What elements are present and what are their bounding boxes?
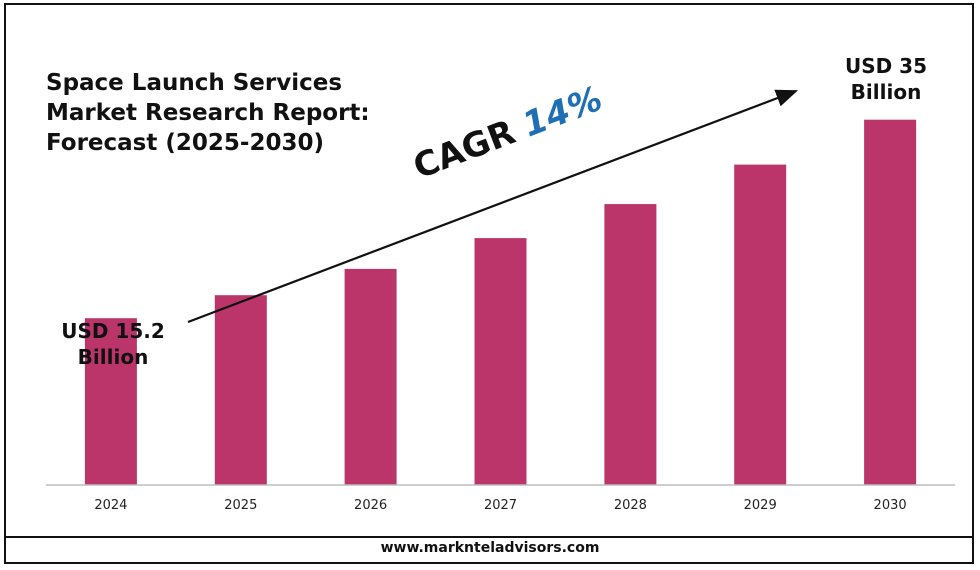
x-tick-label-2025: 2025: [224, 498, 257, 513]
title-line-2: Market Research Report:: [46, 100, 370, 126]
title-line-3: Forecast (2025-2030): [46, 130, 324, 156]
x-tick-label-2026: 2026: [354, 498, 387, 513]
end-callout-line-2: Billion: [850, 80, 922, 104]
start-callout-line-2: Billion: [77, 345, 149, 369]
x-tick-label-2030: 2030: [874, 498, 907, 513]
bar-2028: [604, 204, 657, 485]
end-value-callout: USD 35 Billion: [826, 53, 946, 105]
chart-title: Space Launch Services Market Research Re…: [46, 68, 376, 158]
bar-2027: [474, 238, 527, 485]
title-line-1: Space Launch Services: [46, 70, 343, 96]
x-tick-label-2028: 2028: [614, 498, 647, 513]
footer-url[interactable]: www.marknteladvisors.com: [380, 540, 600, 556]
bar-2024: [84, 318, 137, 485]
bar-2029: [734, 164, 787, 485]
x-tick-label-2027: 2027: [484, 498, 517, 513]
footer-divider: [4, 536, 974, 538]
x-tick-label-2029: 2029: [744, 498, 777, 513]
cagr-arrow: [187, 89, 799, 324]
end-callout-line-1: USD 35: [844, 54, 928, 78]
bar-2030: [864, 119, 917, 485]
x-tick-label-2024: 2024: [94, 498, 127, 513]
bar-2026: [344, 268, 397, 485]
start-callout-line-1: USD 15.2: [61, 319, 165, 343]
bar-2025: [214, 295, 267, 485]
start-value-callout: USD 15.2 Billion: [52, 318, 174, 370]
